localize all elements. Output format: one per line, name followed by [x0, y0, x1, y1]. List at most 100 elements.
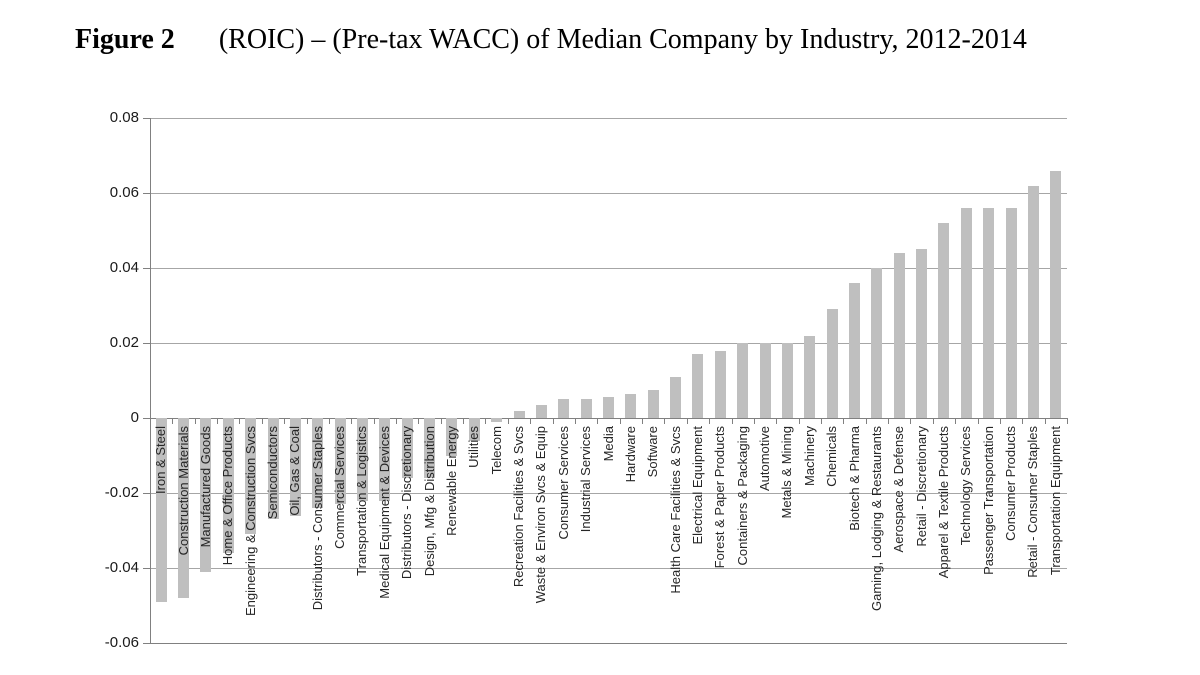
bar: [1050, 171, 1061, 418]
figure-number: Figure 2: [75, 24, 175, 55]
category-label: Iron & Steel: [153, 426, 168, 494]
x-axis-tick: [978, 418, 979, 424]
bar: [379, 418, 390, 501]
x-axis-tick: [955, 418, 956, 424]
category-label: Engineering & Construction Svcs: [243, 426, 258, 617]
y-gridline: [150, 343, 1067, 344]
category-label: Recreation Facilities & Svcs: [511, 426, 526, 588]
category-label: Hardware: [623, 426, 638, 483]
y-axis-tick-label: -0.02: [104, 484, 139, 501]
bar: [402, 418, 413, 478]
x-axis-tick: [329, 418, 330, 424]
x-axis-tick: [597, 418, 598, 424]
x-axis-tick: [217, 418, 218, 424]
x-axis-tick: [843, 418, 844, 424]
bar: [245, 418, 256, 534]
x-axis-tick: [262, 418, 263, 424]
bar: [200, 418, 211, 572]
x-axis-tick: [1022, 418, 1023, 424]
bar: [223, 418, 234, 553]
category-label: Distributors - Discretionary: [399, 426, 414, 580]
x-axis-tick: [485, 418, 486, 424]
category-label: Construction Materials: [176, 426, 191, 556]
bar: [178, 418, 189, 598]
bar: [558, 399, 569, 418]
x-axis-tick: [642, 418, 643, 424]
x-axis-tick: [351, 418, 352, 424]
x-axis-tick: [776, 418, 777, 424]
bar: [1028, 186, 1039, 418]
category-label: Automotive: [757, 426, 772, 492]
y-axis-tick-label: 0.08: [109, 109, 139, 126]
y-gridline: [150, 493, 1067, 494]
y-axis-tick: [143, 343, 150, 344]
bar: [715, 351, 726, 418]
bar: [827, 309, 838, 418]
category-label: Health Care Facilities & Svcs: [668, 426, 683, 594]
bar: [491, 418, 502, 422]
y-axis-tick: [143, 568, 150, 569]
x-axis-tick: [575, 418, 576, 424]
bar: [670, 377, 681, 418]
category-label: Machinery: [802, 426, 817, 486]
category-label: Aerospace & Defense: [891, 426, 906, 553]
x-axis-tick: [307, 418, 308, 424]
category-label: Utilities: [466, 426, 481, 468]
bar: [312, 418, 323, 508]
y-gridline: [150, 568, 1067, 569]
category-label: Consumer Products: [1003, 426, 1018, 541]
bar: [871, 268, 882, 418]
category-label: Transportation Equipment: [1048, 426, 1063, 576]
x-axis-tick: [732, 418, 733, 424]
category-label: Waste & Environ Svcs & Equip: [533, 426, 548, 604]
bar: [961, 208, 972, 418]
x-axis-tick: [1000, 418, 1001, 424]
y-axis-tick: [143, 493, 150, 494]
bar: [849, 283, 860, 418]
x-axis-tick: [553, 418, 554, 424]
category-label: Semiconductors: [265, 426, 280, 520]
bar: [648, 390, 659, 418]
x-axis-tick: [530, 418, 531, 424]
y-axis-tick: [143, 118, 150, 119]
y-axis-tick-label: 0.04: [109, 259, 139, 276]
y-gridline: [150, 193, 1067, 194]
category-label: Transportation & Logistics: [354, 426, 369, 576]
plot-bottom-border: [150, 643, 1067, 644]
bar: [156, 418, 167, 602]
bar: [424, 418, 435, 478]
x-axis-tick: [172, 418, 173, 424]
x-axis-tick: [687, 418, 688, 424]
bar: [536, 405, 547, 418]
x-axis-tick: [195, 418, 196, 424]
y-axis-tick: [143, 268, 150, 269]
y-axis-line: [150, 118, 151, 643]
category-label: Renewable Energy: [444, 426, 459, 536]
x-axis-line: [150, 418, 1067, 419]
x-axis-tick: [239, 418, 240, 424]
category-label: Chemicals: [824, 426, 839, 487]
category-label: Apparel & Textile Products: [936, 426, 951, 579]
bar: [894, 253, 905, 418]
bar: [804, 336, 815, 418]
category-label: Technology Services: [958, 426, 973, 546]
bar: [469, 418, 480, 441]
category-label: Industrial Services: [578, 426, 593, 533]
category-label: Media: [601, 426, 616, 462]
bar: [983, 208, 994, 418]
x-axis-tick: [620, 418, 621, 424]
bar: [1006, 208, 1017, 418]
x-axis-tick: [910, 418, 911, 424]
x-axis-tick: [463, 418, 464, 424]
y-axis-tick: [143, 643, 150, 644]
x-axis-tick: [799, 418, 800, 424]
category-label: Design, Mfg & Distribution: [422, 426, 437, 577]
category-label: Forest & Paper Products: [712, 426, 727, 569]
y-gridline: [150, 118, 1067, 119]
category-label: Metals & Mining: [779, 426, 794, 519]
category-label: Manufactured Goods: [198, 426, 213, 548]
x-axis-tick: [508, 418, 509, 424]
category-label: Medical Equipment & Devices: [377, 426, 392, 599]
